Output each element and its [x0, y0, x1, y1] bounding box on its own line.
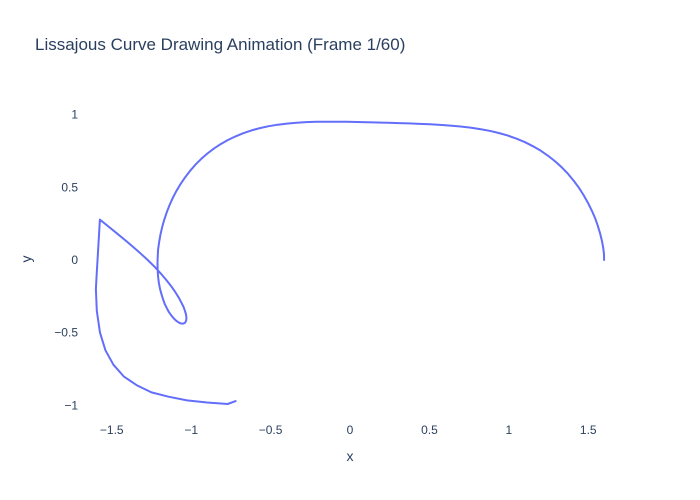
plot-area[interactable]	[80, 100, 620, 420]
x-tick-label: −1.5	[100, 423, 124, 437]
y-tick-label: 0.5	[61, 180, 78, 194]
series-layer	[94, 120, 606, 405]
y-tick-label: 0	[71, 253, 78, 267]
x-tick-label: 0	[347, 423, 354, 437]
chart-title: Lissajous Curve Drawing Animation (Frame…	[35, 35, 405, 54]
x-axis-title: x	[347, 448, 354, 464]
x-tick-label: 0.5	[421, 423, 438, 437]
y-axis-ticks: 1 0.5 0 −0.5 −1	[54, 108, 78, 413]
x-tick-label: 1	[505, 423, 512, 437]
y-tick-label: 1	[71, 108, 78, 122]
series-line[interactable]	[94, 120, 606, 405]
x-tick-label: −1	[184, 423, 198, 437]
x-tick-label: −0.5	[259, 423, 283, 437]
y-tick-label: −0.5	[54, 326, 78, 340]
x-tick-label: 1.5	[580, 423, 597, 437]
y-axis-title: y	[18, 256, 34, 263]
x-axis-ticks: −1.5 −1 −0.5 0 0.5 1 1.5	[100, 423, 597, 437]
y-tick-label: −1	[64, 398, 78, 412]
